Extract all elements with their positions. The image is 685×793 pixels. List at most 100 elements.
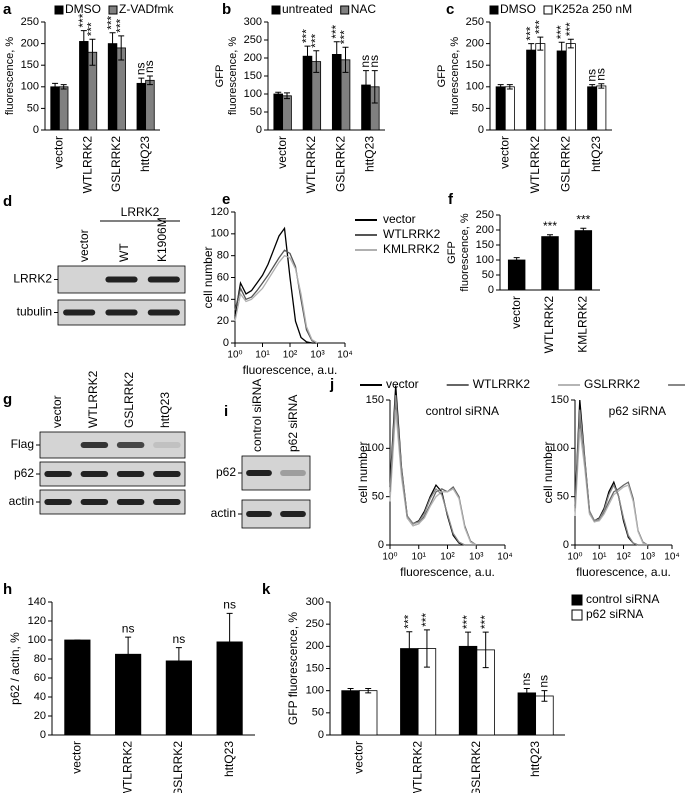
error-bar xyxy=(528,43,535,58)
significance: *** xyxy=(300,29,314,43)
error-bar xyxy=(284,92,291,100)
blot-band xyxy=(280,511,306,517)
y-tick-label: 200 xyxy=(21,38,39,50)
y-tick-label: 150 xyxy=(306,662,324,674)
x-tick-label: vector xyxy=(497,136,511,169)
error-bar xyxy=(482,631,489,669)
error-bar xyxy=(347,687,354,694)
y-axis-label: cell number xyxy=(201,246,215,308)
error-bar xyxy=(580,227,587,234)
row-label: p62 xyxy=(14,466,34,480)
legend-swatch xyxy=(54,5,64,15)
error-bar xyxy=(513,257,520,263)
y-tick-label: 300 xyxy=(306,596,324,608)
significance: *** xyxy=(76,13,90,27)
blot-band xyxy=(44,471,72,477)
significance: ns xyxy=(367,55,381,68)
blot-band xyxy=(147,276,180,283)
bar xyxy=(302,55,313,131)
y-tick-label: 0 xyxy=(478,124,484,136)
y-tick-label: 150 xyxy=(476,239,494,251)
y-axis-label: GFP xyxy=(0,65,3,88)
lane-label: control siRNA xyxy=(250,379,264,452)
lane-label: httQ23 xyxy=(158,392,172,428)
y-tick-label: 0 xyxy=(318,729,324,741)
legend-label: vector xyxy=(383,212,416,226)
x-tick-label: httQ23 xyxy=(589,136,603,172)
lane-label: K1906M xyxy=(155,217,169,262)
significance: *** xyxy=(113,18,127,32)
x-tick-label: WTLRRK2 xyxy=(528,136,542,194)
lane-label: WT xyxy=(117,243,131,262)
y-axis-label: GFP xyxy=(214,65,226,88)
legend-label: KMLRRK2 xyxy=(383,242,440,256)
bar xyxy=(541,236,559,291)
y-tick-label: 100 xyxy=(211,228,229,240)
error-bar xyxy=(175,647,182,675)
x-tick-label: 10² xyxy=(616,552,631,563)
legend-swatch xyxy=(571,594,583,606)
legend-label: NAC xyxy=(351,2,377,16)
y-tick-label: 150 xyxy=(551,394,569,406)
y-tick-label: 0 xyxy=(223,337,229,349)
panel-label: h xyxy=(3,581,12,598)
legend-swatch xyxy=(340,5,350,15)
significance: *** xyxy=(478,615,492,629)
significance: ns xyxy=(223,598,236,612)
error-bar xyxy=(80,30,87,53)
y-tick-label: 0 xyxy=(33,124,39,136)
blot-band xyxy=(105,309,138,316)
blot-band xyxy=(153,499,181,505)
significance: *** xyxy=(523,26,537,40)
y-axis-label: cell number xyxy=(541,441,555,503)
y-tick-label: 200 xyxy=(306,640,324,652)
significance: ns xyxy=(519,673,533,686)
x-tick-label: vector xyxy=(70,741,84,774)
x-tick-label: GSLRRK2 xyxy=(171,741,185,793)
bar xyxy=(507,259,526,291)
x-tick-label: 10³ xyxy=(469,552,484,563)
y-axis-label: fluorescence, % xyxy=(459,213,471,291)
lane-label: vector xyxy=(50,395,64,428)
x-tick-label: WTLRRK2 xyxy=(410,741,424,793)
x-tick-label: vector xyxy=(509,296,523,329)
panel-label: a xyxy=(3,1,12,18)
blot-band xyxy=(105,276,138,283)
y-axis-label: p62 / actin, % xyxy=(8,632,22,705)
significance: *** xyxy=(554,25,568,39)
y-tick-label: 150 xyxy=(21,59,39,71)
y-tick-label: 100 xyxy=(476,254,494,266)
x-tick-label: httQ23 xyxy=(363,136,377,172)
x-tick-label: 10³ xyxy=(641,552,656,563)
blot-band xyxy=(80,499,109,505)
bar xyxy=(341,690,360,736)
histogram-line xyxy=(574,409,648,546)
legend-label: DMSO xyxy=(65,2,101,16)
error-bar xyxy=(362,70,369,100)
bar xyxy=(535,43,546,131)
y-tick-label: 50 xyxy=(482,269,494,281)
significance: ns xyxy=(537,675,551,688)
y-tick-label: 50 xyxy=(312,707,324,719)
histogram-line xyxy=(389,395,477,546)
significance: ns xyxy=(584,69,598,82)
error-bar xyxy=(497,84,504,90)
y-tick-label: 100 xyxy=(551,442,569,454)
y-tick-label: 0 xyxy=(378,539,384,551)
y-tick-label: 100 xyxy=(244,88,262,100)
x-axis-label: fluorescence, a.u. xyxy=(576,565,671,579)
bar xyxy=(64,639,91,736)
x-tick-label: WTLRRK2 xyxy=(120,741,134,793)
histogram-line xyxy=(234,226,318,344)
bar xyxy=(504,86,515,131)
y-tick-label: 100 xyxy=(306,685,324,697)
error-bar xyxy=(567,38,574,49)
error-bar xyxy=(598,83,605,89)
error-bar xyxy=(89,38,96,66)
error-bar xyxy=(125,636,132,672)
y-tick-label: 100 xyxy=(366,442,384,454)
legend-label: WTLRRK2 xyxy=(473,377,531,391)
panel-label: k xyxy=(262,581,271,598)
x-tick-label: 10² xyxy=(283,350,298,361)
